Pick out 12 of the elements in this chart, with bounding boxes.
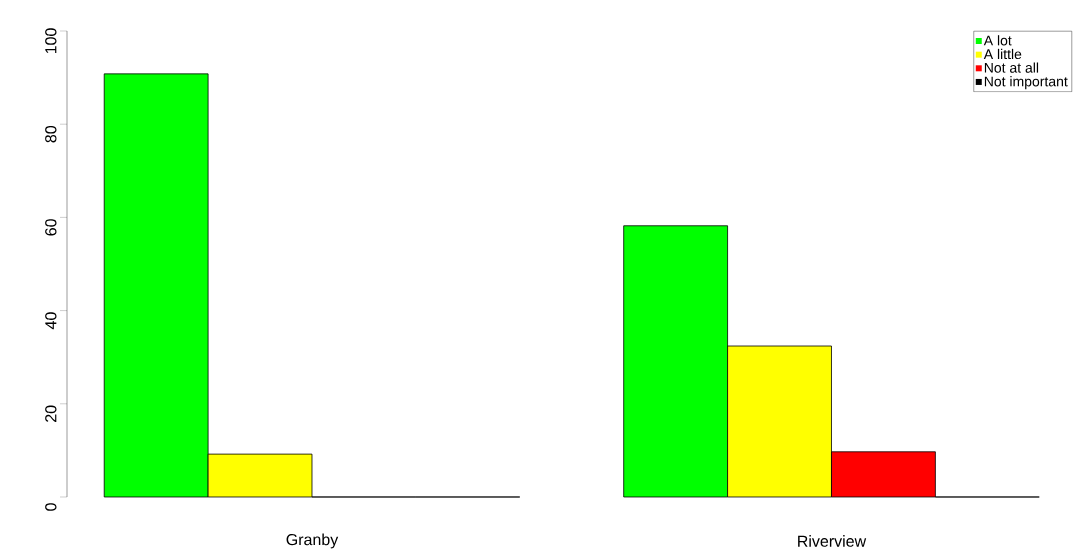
y-tick-label: 40 — [45, 312, 57, 330]
y-tick-label: 0 — [45, 503, 57, 511]
x-tick-label: Granby — [286, 533, 339, 549]
legend-label: Not important — [984, 76, 1068, 90]
legend-label: A lot — [983, 35, 1012, 46]
y-tick-label: 60 — [45, 219, 57, 236]
x-tick-label: Riverview — [798, 535, 867, 547]
legend-label: Not at all — [984, 62, 1039, 73]
y-tick-label: 20 — [45, 405, 57, 422]
y-tick-label: 100 — [45, 28, 57, 54]
y-tick-label: 80 — [45, 125, 57, 143]
legend-label: A little — [983, 48, 1022, 60]
